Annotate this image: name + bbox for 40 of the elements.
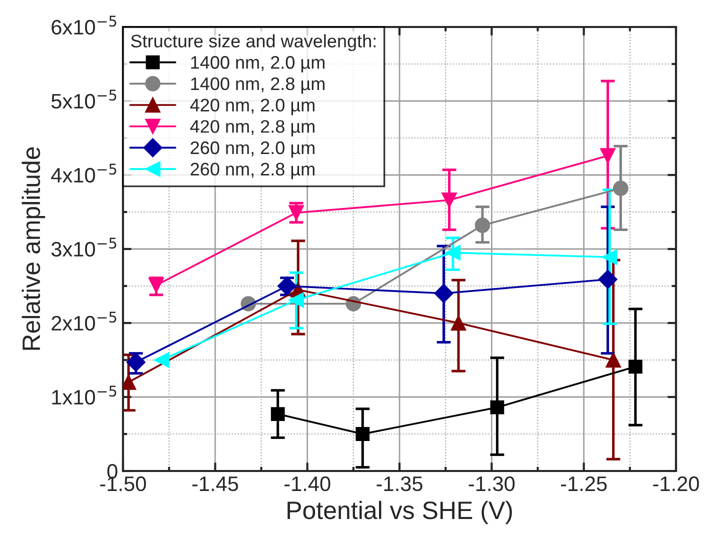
point [442, 192, 457, 208]
x-tick-label: -1.45 [192, 476, 238, 492]
point [628, 360, 642, 374]
point [450, 315, 466, 331]
point [154, 352, 170, 368]
point [600, 148, 616, 164]
point [434, 284, 454, 303]
y-tick-label: 6x10$^{−5}$ [52, 16, 116, 35]
point [598, 270, 618, 289]
point [474, 218, 490, 233]
x-tick-label: -1.20 [653, 476, 699, 492]
point [126, 352, 146, 372]
y-axis-title: Relative amplitude [22, 147, 46, 350]
y-tick-label: 1x10$^{−5}$ [52, 386, 116, 405]
legend-label: 1400 nm, 2.0 µm [191, 56, 324, 72]
point [445, 245, 461, 260]
legend-title: Structure size and wavelength: [131, 34, 376, 52]
x-tick-label: -1.30 [468, 476, 515, 492]
x-tick-label: -1.25 [561, 476, 607, 492]
point [270, 407, 285, 421]
y-tick-label: 2x10$^{−5}$ [52, 312, 116, 331]
legend-label: 260 nm, 2.0 µm [190, 141, 314, 158]
point [288, 292, 304, 308]
point [606, 352, 621, 368]
legend-label: 420 nm, 2.0 µm [190, 98, 314, 116]
x-axis-title: Potential vs SHE (V) [288, 500, 512, 524]
legend-label: 260 nm, 2.8 µm [190, 162, 314, 180]
point [356, 427, 370, 441]
legend-label: 1400 nm, 2.8 µm [191, 77, 324, 94]
y-tick-label: 5x10$^{−5}$ [51, 90, 116, 109]
point [602, 250, 618, 265]
x-tick-label: -1.35 [376, 476, 422, 492]
y-tick-label: 3x10$^{−5}$ [51, 238, 116, 257]
point [490, 400, 504, 414]
x-tick-label: -1.40 [284, 476, 330, 492]
point [148, 278, 164, 293]
point [613, 180, 628, 196]
legend-label: 420 nm, 2.8 µm [190, 120, 314, 136]
y-tick-label: 4x10$^{−5}$ [51, 164, 116, 183]
point [288, 205, 304, 220]
